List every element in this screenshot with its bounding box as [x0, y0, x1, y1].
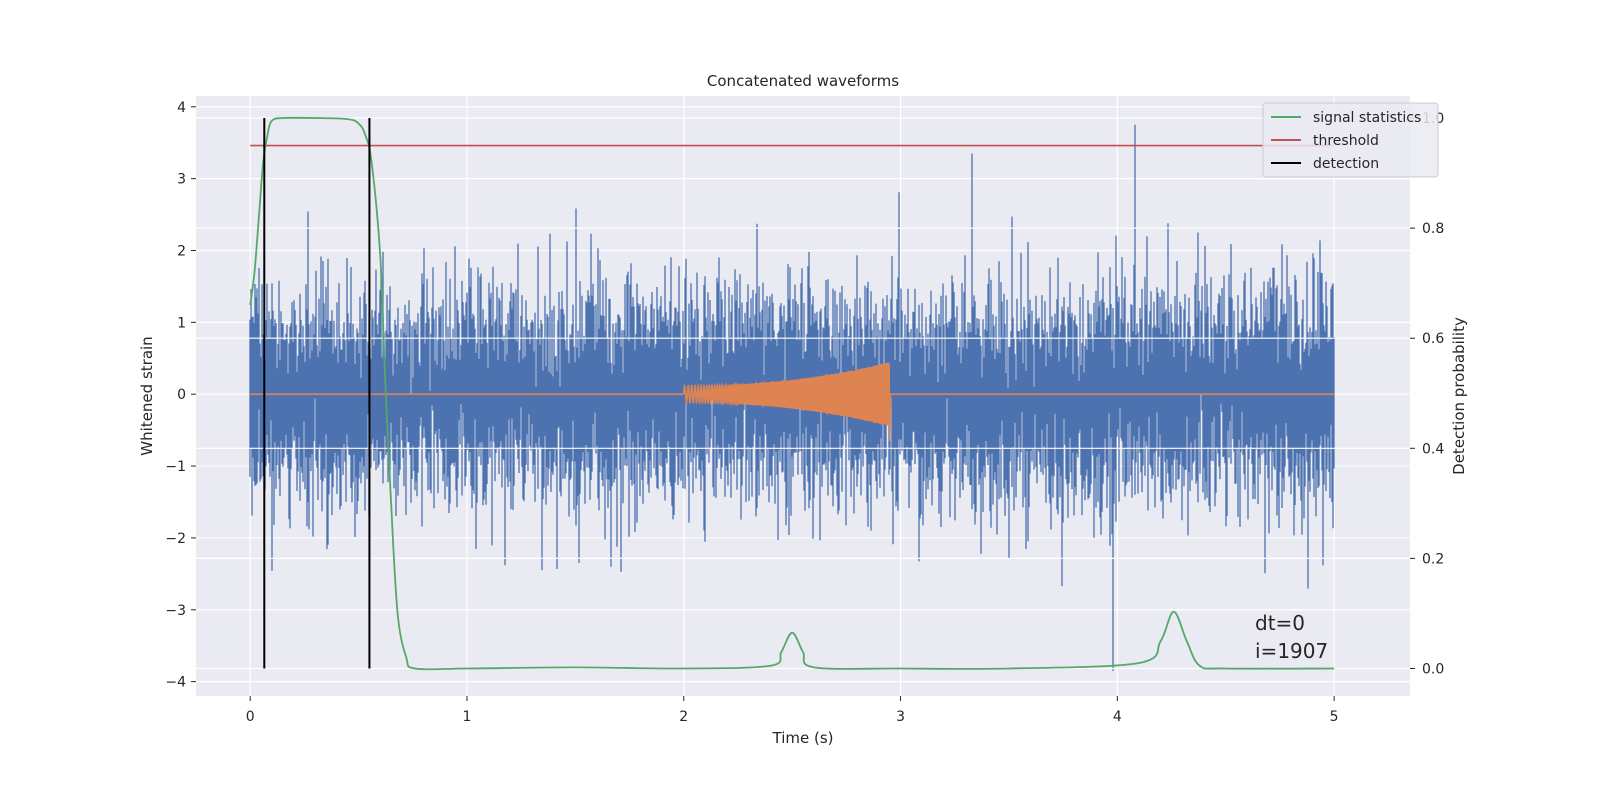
x-tick-label: 0 [246, 709, 255, 725]
x-tick-label: 4 [1113, 709, 1122, 725]
y-left-tick-label: −3 [165, 603, 186, 619]
legend-entry-signal-statistics: signal statistics [1313, 110, 1421, 126]
y-right-tick-label: 0.2 [1422, 551, 1444, 567]
x-axis-label: Time (s) [772, 729, 834, 747]
legend: signal statistics threshold detection [1262, 102, 1439, 178]
y-left-tick-label: −4 [165, 675, 186, 691]
y-left-tick-label: 0 [177, 387, 186, 403]
y-axis-right-label: Detection probability [1450, 317, 1468, 475]
y-left-tick-label: −2 [165, 531, 186, 547]
injected-signal-series [250, 362, 1335, 441]
legend-entry-threshold: threshold [1313, 133, 1379, 149]
legend-box [1262, 102, 1439, 178]
y-axis-left-label: Whitened strain [138, 336, 156, 455]
right-axis-grid [196, 117, 1410, 670]
injected-signal-trace [250, 362, 1335, 441]
y-left-tick-label: 3 [177, 172, 186, 188]
y-left-tick-label: 4 [177, 100, 186, 116]
x-tick-label: 1 [463, 709, 472, 725]
y-right-tick-label: 0.4 [1422, 441, 1444, 457]
y-left-tick-label: 1 [177, 315, 186, 331]
y-right-tick-label: 0.8 [1422, 221, 1444, 237]
y-right-tick-label: 0.0 [1422, 661, 1444, 677]
signal-statistics-series [249, 116, 1335, 671]
y-right-tick-label: 0.6 [1422, 331, 1444, 347]
annotation-dt: dt=0 [1255, 611, 1305, 635]
y-left-tick-label: −1 [165, 459, 186, 475]
x-tick-label: 5 [1330, 709, 1339, 725]
signal-statistics-line [249, 116, 1335, 671]
legend-entry-detection: detection [1313, 156, 1379, 172]
x-tick-label: 2 [679, 709, 688, 725]
chart-title: Concatenated waveforms [707, 72, 899, 90]
y-left-tick-label: 2 [177, 243, 186, 259]
x-tick-label: 3 [896, 709, 905, 725]
annotation-index: i=1907 [1255, 639, 1328, 663]
